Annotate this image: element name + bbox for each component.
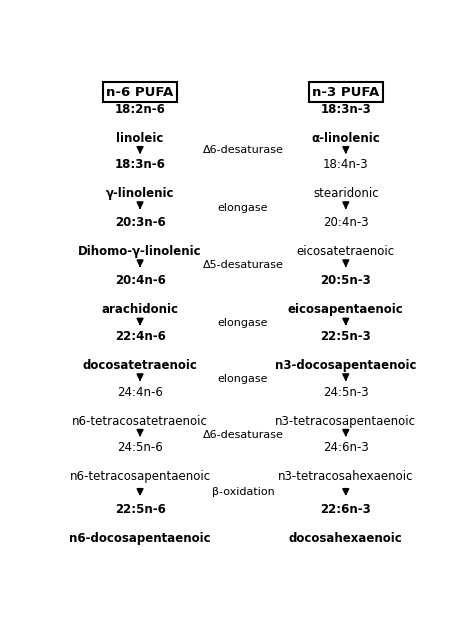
Text: n-3 PUFA: n-3 PUFA [312, 86, 379, 99]
Text: n6-docosapentaenoic: n6-docosapentaenoic [69, 532, 211, 545]
Text: 20:4n-3: 20:4n-3 [323, 216, 369, 229]
Text: arachidonic: arachidonic [101, 303, 179, 317]
Text: docosahexaenoic: docosahexaenoic [289, 532, 402, 545]
Text: 22:5n-6: 22:5n-6 [115, 503, 165, 516]
Text: eicosatetraenoic: eicosatetraenoic [297, 246, 395, 258]
Text: linoleic: linoleic [117, 132, 164, 144]
Text: Δ5-desaturase: Δ5-desaturase [202, 261, 283, 271]
Text: 18:2n-6: 18:2n-6 [115, 103, 165, 116]
Text: 22:5n-3: 22:5n-3 [320, 330, 371, 343]
Text: 18:3n-3: 18:3n-3 [320, 103, 371, 116]
Text: Δ6-desaturase: Δ6-desaturase [202, 145, 283, 155]
Text: α-linolenic: α-linolenic [311, 132, 380, 144]
Text: 24:5n-3: 24:5n-3 [323, 386, 369, 399]
Text: 24:4n-6: 24:4n-6 [117, 386, 163, 399]
Text: 22:6n-3: 22:6n-3 [320, 503, 371, 516]
Text: n6-tetracosatetraenoic: n6-tetracosatetraenoic [72, 414, 208, 428]
Text: n6-tetracosapentaenoic: n6-tetracosapentaenoic [70, 470, 210, 483]
Text: elongase: elongase [218, 203, 268, 214]
Text: elongase: elongase [218, 318, 268, 328]
Text: eicosapentaenoic: eicosapentaenoic [288, 303, 404, 317]
Text: 20:4n-6: 20:4n-6 [115, 274, 165, 288]
Text: Δ6-desaturase: Δ6-desaturase [202, 430, 283, 440]
Text: n3-docosapentaenoic: n3-docosapentaenoic [275, 359, 417, 372]
Text: 18:4n-3: 18:4n-3 [323, 158, 369, 171]
Text: β-oxidation: β-oxidation [211, 487, 274, 497]
Text: 22:4n-6: 22:4n-6 [115, 330, 165, 343]
Text: stearidonic: stearidonic [313, 187, 379, 200]
Text: docosatetraenoic: docosatetraenoic [82, 359, 198, 372]
Text: Dihomo-γ-linolenic: Dihomo-γ-linolenic [78, 246, 202, 258]
Text: 18:3n-6: 18:3n-6 [115, 158, 165, 171]
Text: elongase: elongase [218, 374, 268, 384]
Text: n-6 PUFA: n-6 PUFA [107, 86, 173, 99]
Text: 20:3n-6: 20:3n-6 [115, 216, 165, 229]
Text: n3-tetracosahexaenoic: n3-tetracosahexaenoic [278, 470, 413, 483]
Text: 24:6n-3: 24:6n-3 [323, 441, 369, 454]
Text: γ-linolenic: γ-linolenic [106, 187, 174, 200]
Text: 24:5n-6: 24:5n-6 [117, 441, 163, 454]
Text: 20:5n-3: 20:5n-3 [320, 274, 371, 288]
Text: n3-tetracosapentaenoic: n3-tetracosapentaenoic [275, 414, 416, 428]
